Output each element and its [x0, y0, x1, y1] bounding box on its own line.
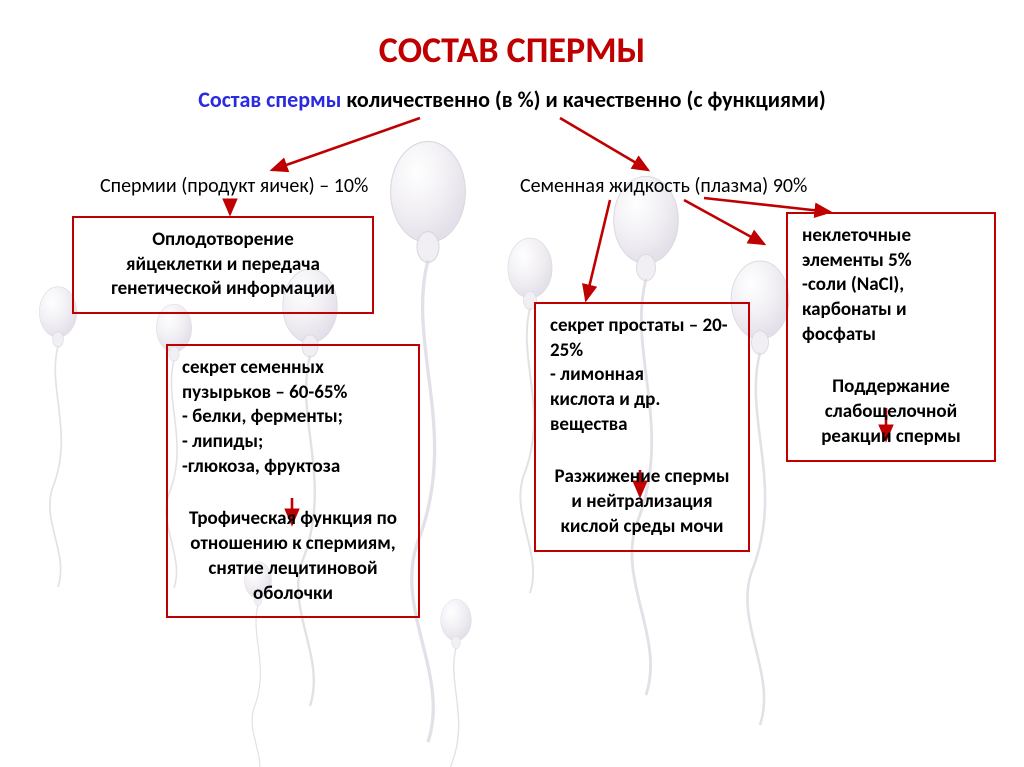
box-vesicles: секрет семенных пузырьков – 60-65%- белк…: [166, 344, 420, 618]
label-spermii: Спермии (продукт яичек) – 10%: [100, 174, 368, 198]
label-plasma: Семенная жидкость (плазма) 90%: [520, 174, 807, 198]
subtitle: Состав спермы количественно (в %) и каче…: [0, 86, 1024, 113]
box-noncellular: неклеточные элементы 5%-соли (NaCl),карб…: [786, 212, 996, 462]
box-fertilization: Оплодотворениеяйцеклетки и передачагенет…: [72, 216, 374, 314]
subtitle-suffix: количественно (в %) и качественно (с фун…: [341, 86, 825, 113]
main-title: СОСТАВ СПЕРМЫ: [0, 28, 1024, 72]
subtitle-prefix: Состав спермы: [198, 86, 341, 113]
box-prostate: секрет простаты – 20-25%- лимоннаякислот…: [534, 302, 750, 552]
